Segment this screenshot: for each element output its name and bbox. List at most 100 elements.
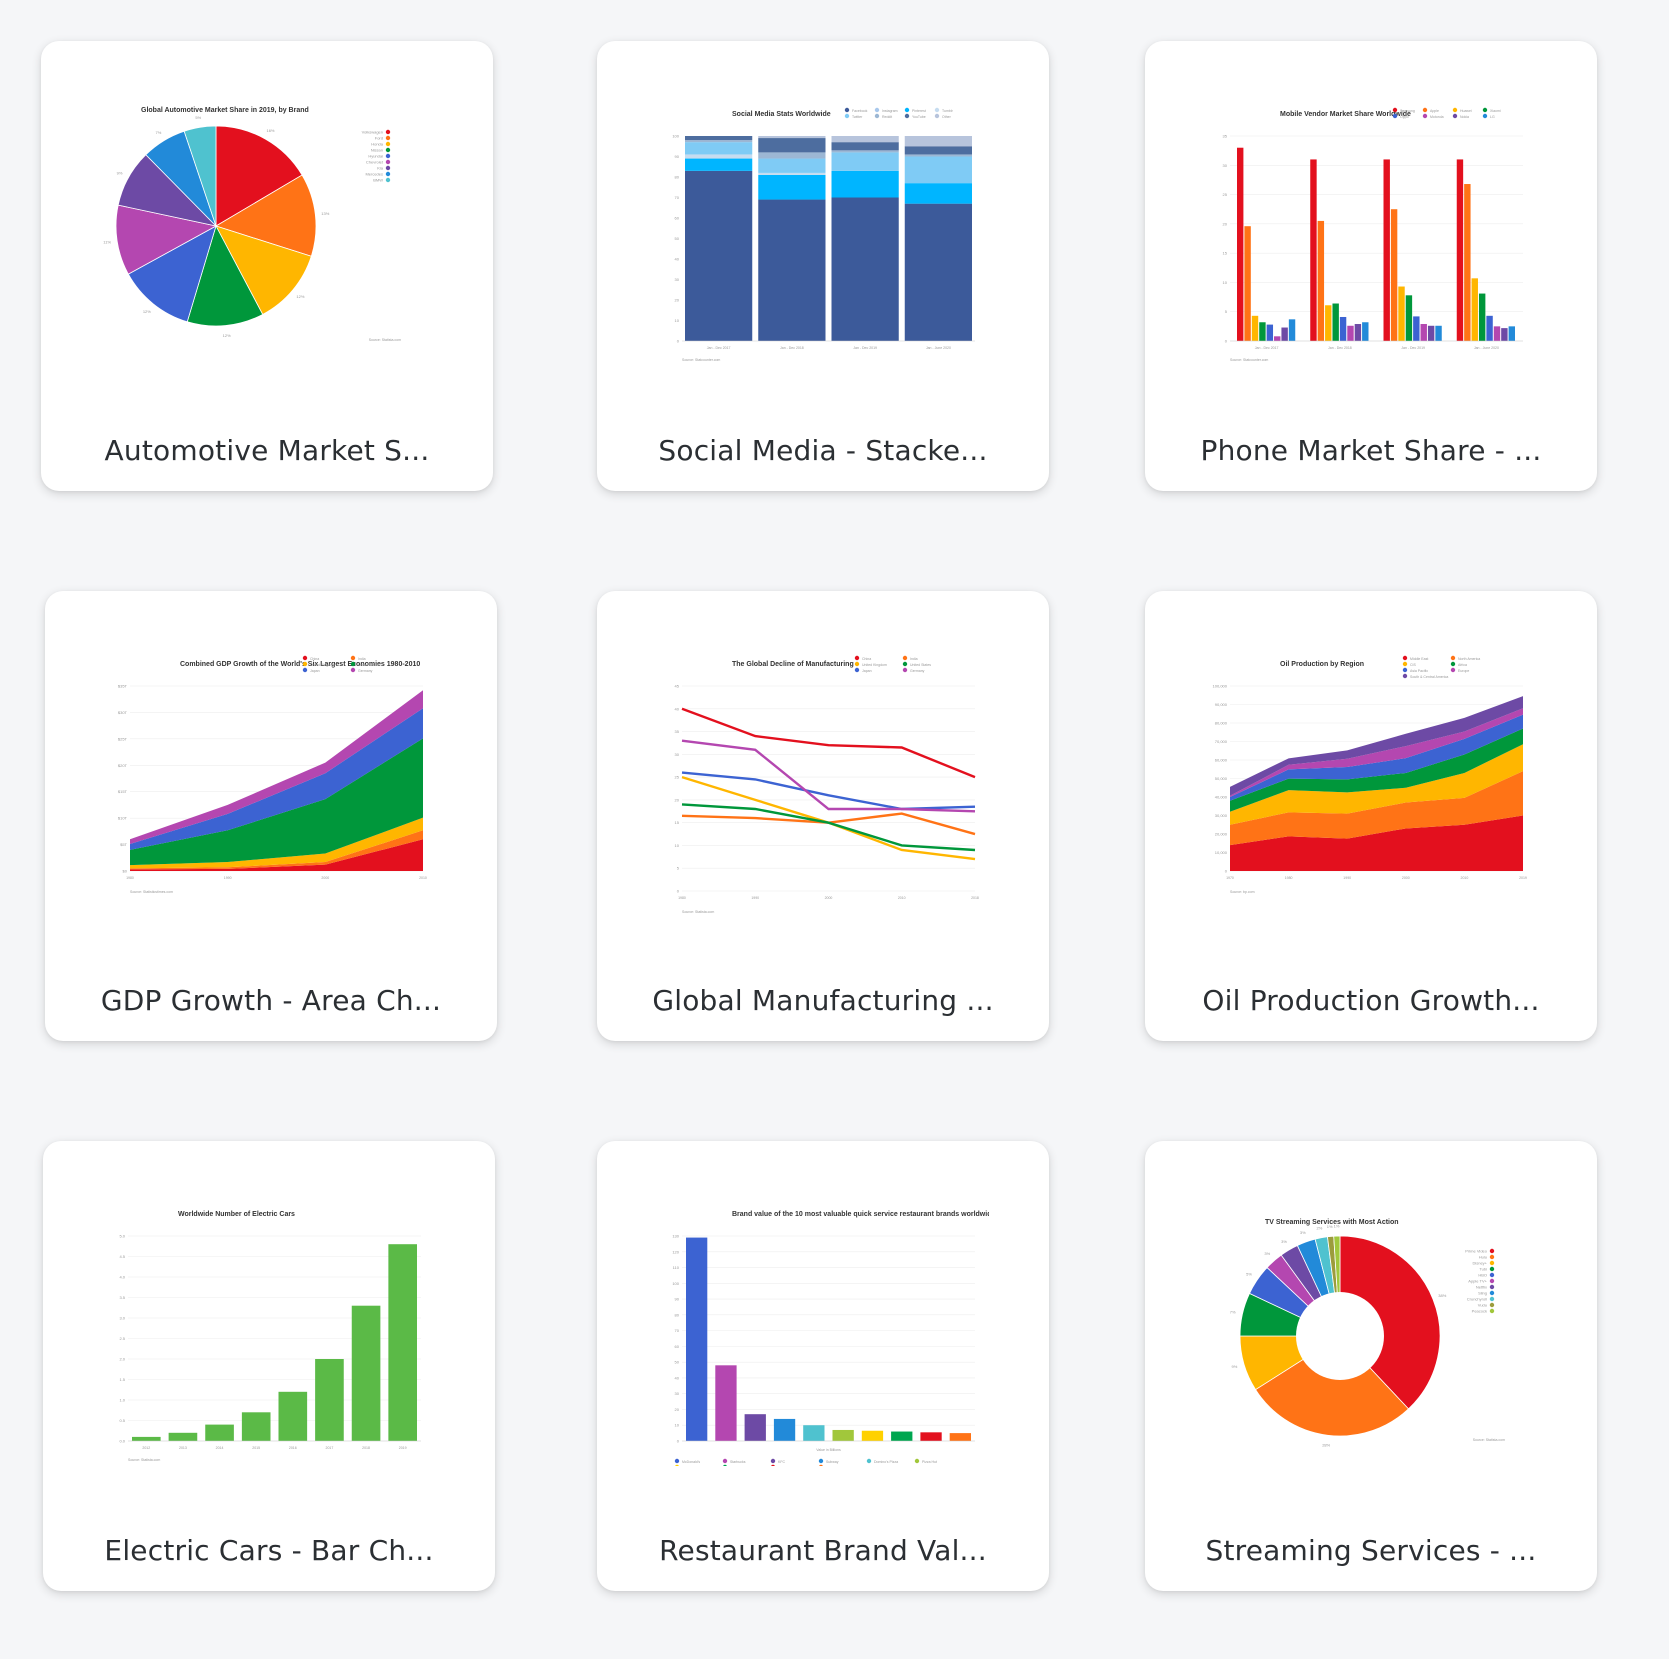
chart-thumbnail: Mobile Vendor Market Share Worldwide Sams…: [1205, 96, 1537, 366]
legend-label: Peacock: [1472, 1309, 1487, 1314]
x-tick-label: Jan - Dec 2017: [707, 346, 731, 350]
legend-label: Motorola: [1430, 115, 1444, 119]
x-tick-label: 2016: [289, 1446, 297, 1450]
y-tick-label: 10,000: [1215, 850, 1228, 855]
y-tick-label: 50: [675, 236, 680, 241]
legend-label: Middle East: [1410, 657, 1428, 661]
legend-label: Germany: [910, 669, 925, 673]
chart-title: TV Streaming Services with Most Action: [1265, 1219, 1399, 1226]
card-title: GDP Growth - Area Ch...: [100, 984, 442, 1017]
chart-card-streaming[interactable]: 38% 28% 9% 7% 5% 3% 3% 3% 2% 1% 1% TV Streaming Ser…: [1145, 1141, 1597, 1591]
y-tick-label: 0.0: [119, 1439, 125, 1444]
chart-title: Combined GDP Growth of the World's Six L…: [180, 661, 420, 668]
legend-marker: [1489, 1254, 1495, 1260]
legend-label: Facebook: [852, 109, 868, 113]
bar: [1427, 325, 1435, 341]
legend-marker: [1392, 113, 1398, 119]
bar: [1310, 159, 1317, 341]
chart-card-automotive[interactable]: 16% 13% 12% 12% 12% 11% 9% 7% 5% Global Automotiv…: [41, 41, 493, 491]
legend-label: Japan: [310, 669, 320, 673]
legend-marker: [1422, 107, 1428, 113]
legend-label: United States: [358, 663, 379, 667]
slice-label: 12%: [223, 333, 231, 338]
slice-label: 1%: [1327, 1224, 1333, 1229]
bar: [1471, 278, 1478, 341]
legend-label: Prime Video: [1465, 1249, 1487, 1254]
donut-hole: [1296, 1292, 1384, 1380]
chart-thumbnail: The Global Decline of Manufacturing China…: [657, 646, 989, 916]
legend-label: United Kingdom: [310, 663, 335, 667]
chart-title: Brand value of the 10 most valuable quic…: [732, 1211, 989, 1218]
chart-card-gdp[interactable]: Combined GDP Growth of the World's Six L…: [45, 591, 497, 1041]
bar-segment: [685, 140, 753, 143]
x-tick-label: 2017: [326, 1446, 334, 1450]
card-title: Electric Cars - Bar Ch...: [104, 1534, 434, 1567]
bar-segment: [685, 170, 753, 341]
bar: [241, 1412, 271, 1441]
slice-label: 3%: [1281, 1239, 1287, 1244]
legend-label: Asia Pacific: [1410, 669, 1428, 673]
bar: [891, 1431, 913, 1441]
chart-card-restaurant[interactable]: Brand value of the 10 most valuable quic…: [597, 1141, 1049, 1591]
bar: [132, 1436, 161, 1441]
bar: [832, 1429, 854, 1441]
bar-segment: [904, 146, 972, 155]
legend-marker: [819, 1464, 823, 1466]
legend-marker: [1450, 655, 1456, 661]
bar-segment: [904, 203, 972, 341]
x-tick-label: 2019: [1519, 876, 1527, 880]
y-tick-label: $5T: [120, 842, 127, 847]
chart-card-oil[interactable]: Oil Production by Region Middle East North…: [1145, 591, 1597, 1041]
chart-card-social-media[interactable]: Social Media Stats Worldwide Facebook Inst…: [597, 41, 1049, 491]
chart-source: Source: Statcounter.com: [1230, 358, 1268, 362]
bar: [773, 1418, 796, 1441]
x-tick-label: 1980: [678, 896, 686, 900]
legend-label: Volkswagen: [362, 130, 383, 135]
slice-label: 11%: [103, 239, 111, 244]
bar: [1413, 316, 1420, 341]
chart-card-manufacturing[interactable]: The Global Decline of Manufacturing China…: [597, 591, 1049, 1041]
legend-marker: [302, 661, 308, 667]
chart-card-phone-market[interactable]: Mobile Vendor Market Share Worldwide Sams…: [1145, 41, 1597, 491]
bar: [1464, 184, 1471, 341]
y-tick-label: 4.5: [119, 1254, 125, 1259]
legend-marker: [674, 1458, 680, 1464]
y-tick-label: 5: [1225, 309, 1228, 314]
legend-label: Kia: [377, 166, 384, 171]
legend-marker: [902, 655, 908, 661]
bar: [1456, 159, 1464, 341]
legend-label: CIS: [1410, 663, 1417, 667]
bar: [1383, 159, 1390, 341]
bar: [1501, 328, 1508, 341]
bar-segment: [758, 174, 826, 200]
chart-card-electric-cars[interactable]: Worldwide Number of Electric Cars 0.0 0.5 1…: [43, 1141, 495, 1591]
legend-marker: [844, 107, 850, 113]
bar: [1259, 322, 1266, 341]
bar-segment: [831, 152, 899, 171]
y-tick-label: $15T: [118, 789, 128, 794]
legend-label: Crunchyroll: [1467, 1297, 1487, 1302]
legend-marker: [874, 107, 880, 113]
y-tick-label: 30: [675, 752, 680, 757]
y-tick-label: 50,000: [1215, 776, 1228, 781]
bar-segment: [685, 136, 753, 141]
y-tick-label: 2.0: [119, 1357, 125, 1362]
chart-source: Source: Statista.com: [128, 1458, 160, 1462]
bar-segment: [685, 154, 753, 159]
chart-svg: 38% 28% 9% 7% 5% 3% 3% 3% 2% 1% 1%TV Streaming Ser…: [1230, 1219, 1505, 1448]
chart-source: Source: Statisticstimes.com: [130, 890, 173, 894]
legend-label: India: [910, 657, 918, 661]
x-tick-label: 2010: [1461, 876, 1469, 880]
card-title: Social Media - Stacke...: [658, 434, 988, 467]
x-tick-label: 2014: [216, 1446, 224, 1450]
legend-marker: [385, 129, 391, 135]
legend-marker: [1489, 1296, 1495, 1302]
bar: [1390, 209, 1398, 341]
legend-label: Ford: [375, 136, 383, 141]
bar: [1266, 324, 1274, 341]
bar-segment: [685, 158, 753, 171]
chart-svg: Mobile Vendor Market Share WorldwideSams…: [1223, 107, 1523, 362]
legend-marker: [770, 1458, 776, 1464]
legend-label: Apple: [1430, 109, 1439, 113]
legend-marker: [385, 135, 391, 141]
